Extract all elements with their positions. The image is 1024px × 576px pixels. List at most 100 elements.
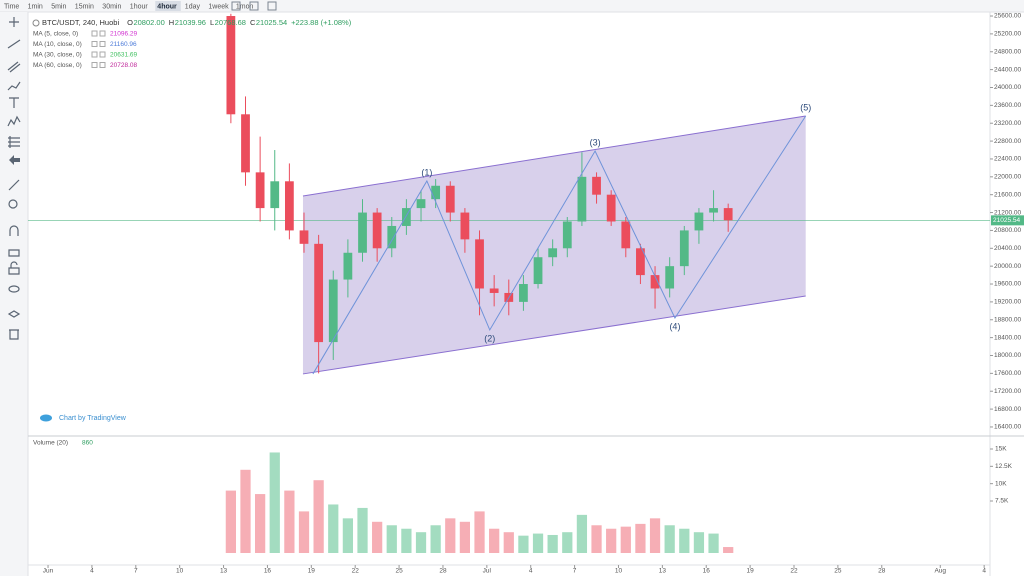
x-tick-label: 16 [703,568,711,575]
x-tick-label: 19 [747,568,755,575]
candle-body [402,208,411,226]
candle-body [358,212,367,253]
volume-bar [459,521,471,553]
candle-body [592,176,601,195]
x-tick-label: 22 [352,568,360,575]
lock-tool[interactable] [8,261,20,275]
candle-body [679,230,689,267]
brush-tool[interactable] [7,81,21,91]
y-tick-label: 19600.00 [994,281,1021,288]
zoom-tool[interactable] [8,199,18,209]
channel-line [302,115,806,197]
fib-tool[interactable] [8,136,20,148]
interval-button[interactable]: 30min [102,3,121,10]
candle-body [562,221,572,249]
volume-bar [547,534,558,553]
stay-drawing-tool[interactable] [8,249,20,257]
candle-body [328,279,338,343]
volume-bar [679,528,690,553]
interval-button[interactable]: 1day [185,3,201,10]
volume-bar [225,490,236,553]
volume-bar [532,533,544,553]
candle-body [431,185,441,200]
candle-body [284,181,294,231]
y-tick-label: 18000.00 [994,352,1021,359]
crosshair-tool[interactable] [9,17,19,27]
volume-bar [284,490,295,553]
y-tick-label: 16800.00 [994,406,1021,413]
pattern-tool[interactable] [7,115,21,127]
interval-button[interactable]: 1week [208,3,229,10]
hide-tool[interactable] [8,285,20,293]
y-tick-label: 20800.00 [994,227,1021,234]
indicator-settings[interactable] [99,62,106,68]
indicator-settings[interactable] [99,41,106,47]
indicator-toggle[interactable] [91,41,98,47]
indicator-settings[interactable] [99,30,106,37]
trend-line-tool[interactable] [7,39,21,49]
volume-bar [518,535,529,553]
wave-label: (5) [800,102,811,112]
magnet-tool[interactable] [9,225,19,236]
interval-button[interactable]: 15min [75,3,94,10]
indicator-settings[interactable] [99,51,106,58]
volume-bar [503,532,514,553]
interval-button[interactable]: 1min [28,3,43,10]
x-tick-label: 16 [264,568,272,575]
indicator-toggle[interactable] [91,62,98,68]
toolbar-icon[interactable] [249,1,259,11]
candle-body [489,288,499,293]
arrow-tool[interactable] [9,155,20,165]
legend-symbol: BTC/USDT, 240, Huobi [42,18,119,27]
interval-active[interactable] [155,1,181,11]
candle-body [445,185,455,213]
y-tick-label: 20400.00 [994,245,1021,252]
volume-bar [562,532,573,553]
measure-tool[interactable] [8,179,20,191]
volume-bar [723,547,734,553]
volume-bar [342,518,354,553]
text-tool[interactable] [9,97,19,108]
x-tick-label: 4 [529,568,533,575]
x-tick-label: Jul [483,568,492,575]
x-tick-label: 28 [878,568,886,575]
candle-body [723,208,733,221]
volume-title: Volume (20) [33,440,68,447]
volume-bar [328,504,339,553]
volume-bar [693,532,705,553]
delete-tool[interactable] [9,329,19,340]
volume-bar [430,525,441,553]
interval-button[interactable]: Time [4,3,19,10]
legend-open: 20802.00 [133,18,164,27]
parallel-tool[interactable] [7,61,21,73]
volume-bar [620,526,631,553]
drawing-tools [7,17,21,340]
layers-tool[interactable] [7,310,21,318]
indicator-toggle[interactable] [91,30,98,37]
wave-label: (4) [669,321,680,331]
interval-button[interactable]: 5min [51,3,66,10]
interval-button[interactable]: 1mon [236,3,254,10]
legend-close-label: C [250,18,256,27]
interval-button[interactable]: 1hour [130,3,149,10]
volume-bar [591,525,602,553]
candle-body [519,284,528,302]
legend-open-label: O [127,18,133,27]
indicator-value: 21096.29 [110,31,137,38]
indicator-toggle[interactable] [91,51,98,58]
toolbar-icon[interactable] [267,1,277,11]
indicator-name: MA (30, close, 0) [33,52,82,59]
volume-bar [489,528,500,553]
y-tick-label: 17600.00 [994,370,1021,377]
candle-body [548,248,558,258]
interval-button[interactable]: 4hour [157,3,177,10]
candle-body [416,199,426,209]
toolbar-icon[interactable] [231,1,241,11]
candle-body [694,212,704,231]
y-tick-label: 25600.00 [994,13,1021,20]
watermark-text[interactable]: Chart by TradingView [59,415,127,422]
volume-bar [298,511,310,553]
x-tick-label: 19 [308,568,316,575]
x-tick-label: 28 [439,568,447,575]
